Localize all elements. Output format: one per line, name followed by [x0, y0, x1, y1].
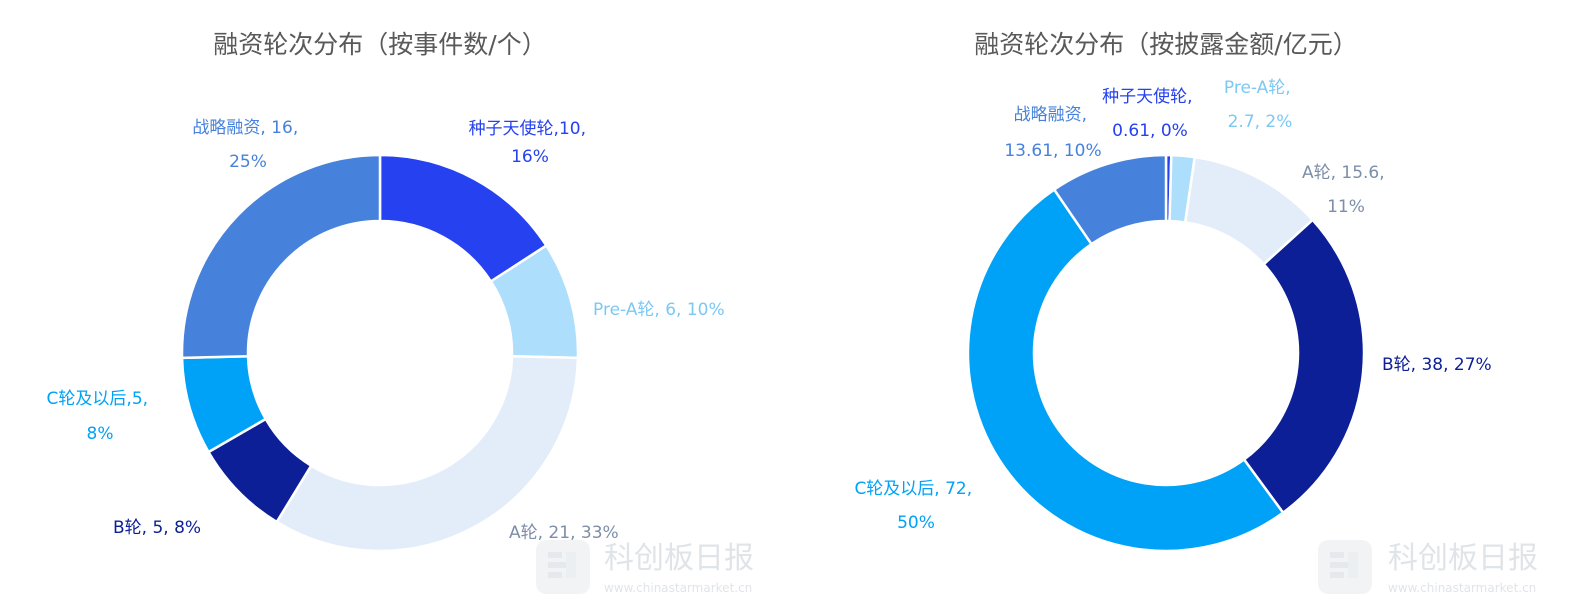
- watermark-brand: 科创板日报: [604, 541, 754, 576]
- slice-label-strategy-left-line1: 战略融资, 16,: [192, 118, 298, 138]
- slice-label-seed-right-line1: 种子天使轮,: [1102, 86, 1192, 107]
- watermark-left: 科创板日报 www.chinastarmarket.cn: [536, 540, 754, 595]
- slice-label-c-right: C轮及以后, 72, 50%: [854, 479, 977, 533]
- chart-title-right: 融资轮次分布（按披露金额/亿元）: [974, 30, 1357, 59]
- watermark-logo-icon: [1318, 540, 1372, 594]
- labels-left: 种子天使轮,10, 16% Pre-A轮, 6, 10% A轮, 21, 33%…: [47, 118, 725, 543]
- slice-label-prea-right: Pre-A轮, 2.7, 2%: [1224, 78, 1296, 132]
- slice-label-b-right: B轮, 38, 27%: [1382, 355, 1492, 375]
- slice-label-strategy-right: 战略融资, 13.61, 10%: [1004, 105, 1101, 161]
- donut-slice-c-right: [966, 188, 1285, 553]
- donut-slice-b-right: [1242, 218, 1366, 514]
- donut-slice-strategy-right: [1052, 153, 1168, 246]
- slice-label-c-right-line1: C轮及以后, 72,: [854, 479, 972, 499]
- slice-label-b-left-line1: B轮, 5, 8%: [113, 518, 201, 538]
- slice-label-a-left-line1: A轮, 21, 33%: [509, 523, 619, 543]
- donut-right: [966, 153, 1366, 553]
- slice-label-prea-right-line2: 2.7, 2%: [1228, 112, 1293, 132]
- donut-slice-strategy-left: [180, 153, 382, 360]
- slice-label-strategy-right-line1: 战略融资,: [1014, 105, 1087, 125]
- watermark-logo-icon: [536, 540, 590, 594]
- watermark-right: 科创板日报 www.chinastarmarket.cn: [1318, 540, 1538, 595]
- slice-label-prea-left: Pre-A轮, 6, 10%: [593, 300, 725, 320]
- watermark-url: www.chinastarmarket.cn: [604, 581, 752, 595]
- slice-label-c-left-line2: 8%: [87, 424, 114, 444]
- slice-label-seed-left-line2: 16%: [511, 147, 549, 167]
- slice-label-b-right-line1: B轮, 38, 27%: [1382, 355, 1492, 375]
- slice-label-c-right-line2: 50%: [897, 513, 935, 533]
- donut-left: [180, 153, 580, 553]
- labels-right: 种子天使轮, 0.61, 0% Pre-A轮, 2.7, 2% A轮, 15.6…: [854, 78, 1491, 533]
- watermark-url: www.chinastarmarket.cn: [1388, 581, 1536, 595]
- chart-title-left: 融资轮次分布（按事件数/个）: [213, 30, 546, 59]
- slice-label-seed-right-line2: 0.61, 0%: [1112, 121, 1188, 141]
- slice-label-prea-right-line1: Pre-A轮,: [1224, 78, 1291, 98]
- slice-label-strategy-right-line2: 13.61, 10%: [1004, 141, 1101, 161]
- slice-label-seed-right: 种子天使轮, 0.61, 0%: [1102, 86, 1198, 141]
- watermark-brand: 科创板日报: [1388, 541, 1538, 576]
- slice-label-a-right: A轮, 15.6, 11%: [1302, 163, 1390, 217]
- slice-label-a-right-line2: 11%: [1327, 197, 1365, 217]
- slice-label-seed-left-line1: 种子天使轮,10,: [469, 118, 586, 139]
- slice-label-seed-left: 种子天使轮,10, 16%: [469, 118, 592, 167]
- slice-label-a-right-line1: A轮, 15.6,: [1302, 163, 1385, 183]
- slice-label-strategy-left-line2: 25%: [229, 152, 267, 172]
- slice-label-a-left: A轮, 21, 33%: [509, 523, 619, 543]
- slice-label-prea-left-line1: Pre-A轮, 6, 10%: [593, 300, 725, 320]
- slice-label-strategy-left: 战略融资, 16, 25%: [192, 118, 303, 172]
- slice-label-b-left: B轮, 5, 8%: [113, 518, 201, 538]
- donut-slice-a-left: [275, 355, 580, 553]
- slice-label-c-left-line1: C轮及以后,5,: [47, 389, 149, 409]
- slice-label-c-left: C轮及以后,5, 8%: [47, 389, 154, 444]
